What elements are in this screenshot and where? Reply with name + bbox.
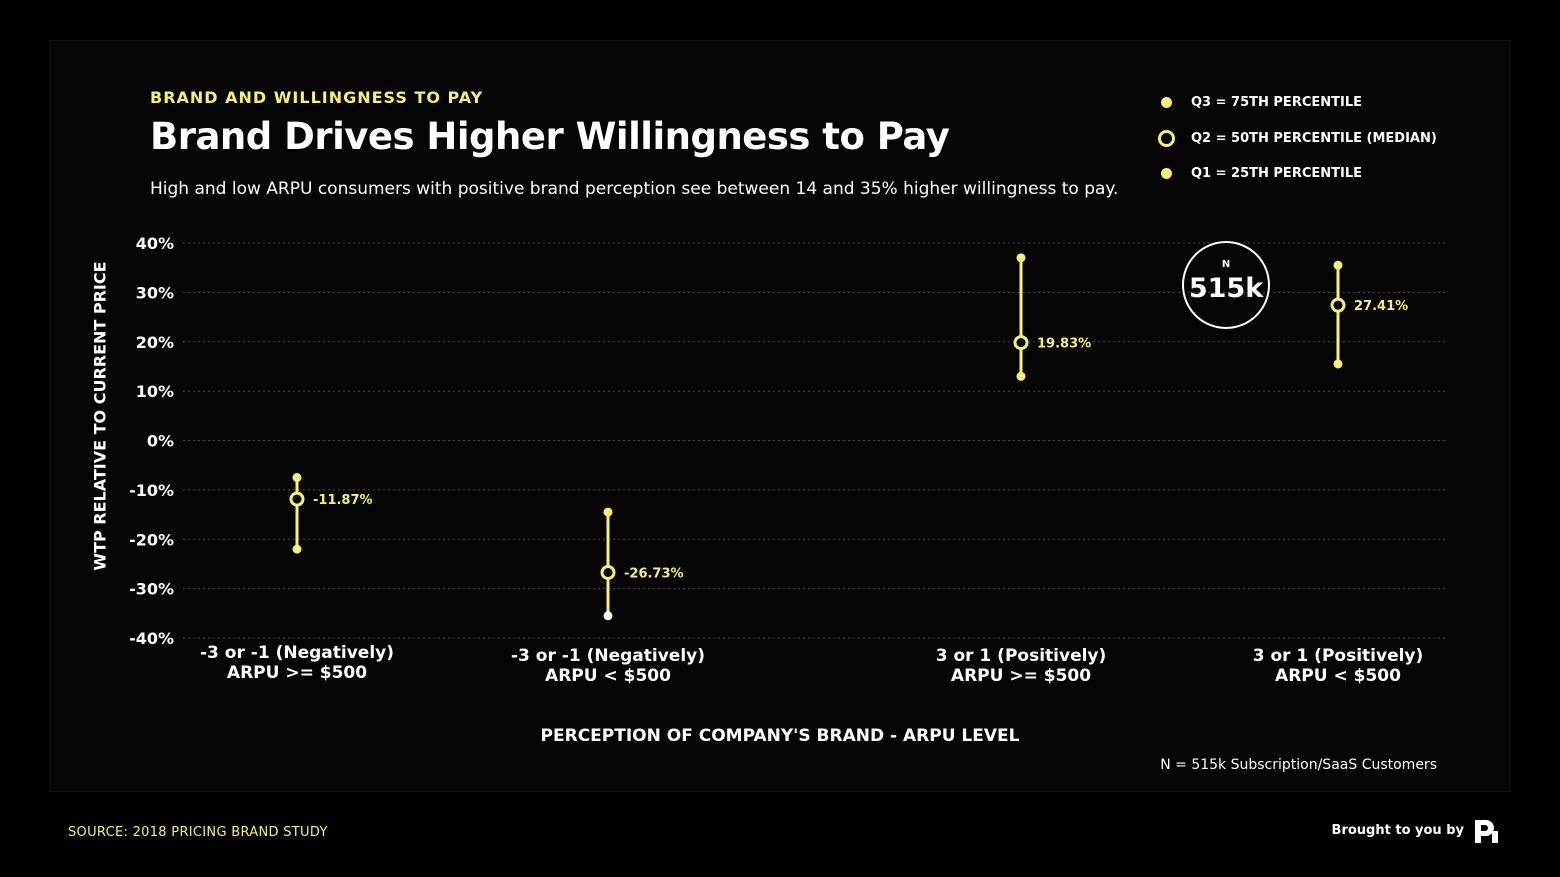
x-tick-label-line2: ARPU < $500 xyxy=(545,666,671,686)
median-value-label: -11.87% xyxy=(313,493,373,508)
x-tick-label-line2: ARPU >= $500 xyxy=(227,663,367,683)
q3-point xyxy=(292,473,302,483)
x-axis-label: PERCEPTION OF COMPANY'S BRAND - ARPU LEV… xyxy=(540,726,1020,746)
q1-dot-icon xyxy=(1161,168,1172,179)
median-value-label: -26.73% xyxy=(624,566,684,581)
q3-point xyxy=(1016,253,1026,263)
y-axis-label: WTP RELATIVE TO CURRENT PRICE xyxy=(90,261,110,571)
q1-point xyxy=(603,611,613,621)
x-tick-label-line1: -3 or -1 (Negatively) xyxy=(511,646,705,666)
legend-label-q2: Q2 = 50TH PERCENTILE (MEDIAN) xyxy=(1191,130,1437,146)
badge-label: N xyxy=(1221,259,1231,270)
median-value-label: 19.83% xyxy=(1037,337,1091,352)
median-point xyxy=(1013,335,1029,351)
q1-point xyxy=(1333,359,1343,369)
median-value-label: 27.41% xyxy=(1354,299,1408,314)
y-tick-label: -10% xyxy=(129,481,174,500)
sample-note: N = 515k Subscription/SaaS Customers xyxy=(1160,757,1437,773)
y-tick-label: -30% xyxy=(129,580,174,599)
median-point xyxy=(600,564,616,580)
chart-card xyxy=(50,40,1510,792)
q1-point xyxy=(292,544,302,554)
x-tick-label-line1: 3 or 1 (Positively) xyxy=(1253,646,1424,666)
median-point xyxy=(1330,297,1346,313)
brand-logo-icon xyxy=(1475,820,1498,843)
badge-value: 515k xyxy=(1188,273,1264,304)
source-note: SOURCE: 2018 PRICING BRAND STUDY xyxy=(68,825,328,840)
x-tick-label-line2: ARPU < $500 xyxy=(1275,666,1401,686)
x-tick-labels: -3 or -1 (Negatively)ARPU >= $500-3 or -… xyxy=(200,643,1423,686)
median-point xyxy=(289,491,305,507)
chart-subtitle: High and low ARPU consumers with positiv… xyxy=(150,179,1119,199)
data-marks: -11.87% -26.73% 19.83% 27.41% xyxy=(289,253,1408,621)
y-tick-label: 40% xyxy=(136,234,174,253)
x-tick-label-line2: ARPU >= $500 xyxy=(951,666,1091,686)
brought-by-text: Brought to you by xyxy=(1331,823,1464,838)
y-tick-label: -20% xyxy=(129,530,174,549)
x-tick-label-line1: -3 or -1 (Negatively) xyxy=(200,643,394,663)
sample-size-badge: N 515k xyxy=(1182,241,1270,329)
q2-ring-icon xyxy=(1158,129,1175,147)
x-tick-label-line1: 3 or 1 (Positively) xyxy=(936,646,1107,666)
q1-point xyxy=(1016,371,1026,381)
legend-label-q1: Q1 = 25TH PERCENTILE xyxy=(1191,166,1362,181)
y-tick-labels: 40% 30% 20% 10% 0% -10% -20% -30% -40% xyxy=(129,234,174,648)
eyebrow: BRAND AND WILLINGNESS TO PAY xyxy=(150,88,484,107)
q3-dot-icon xyxy=(1161,97,1172,108)
y-tick-label: 30% xyxy=(136,283,174,302)
y-tick-label: -40% xyxy=(129,629,174,648)
y-tick-label: 0% xyxy=(147,432,174,451)
y-tick-label: 10% xyxy=(136,382,174,401)
chart-title: Brand Drives Higher Willingness to Pay xyxy=(150,115,950,158)
q3-point xyxy=(603,507,613,517)
legend-label-q3: Q3 = 75TH PERCENTILE xyxy=(1191,95,1362,110)
y-tick-label: 20% xyxy=(136,333,174,352)
q3-point xyxy=(1333,260,1343,270)
